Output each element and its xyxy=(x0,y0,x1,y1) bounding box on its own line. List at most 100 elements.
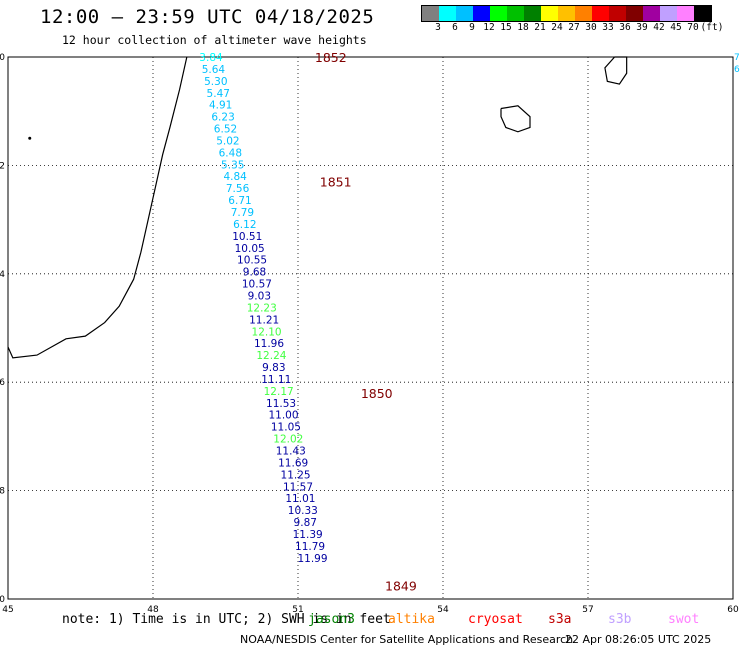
lon-tick-label: 51 xyxy=(292,605,303,615)
legend-swatch xyxy=(422,6,439,21)
legend-label: 12 xyxy=(483,22,495,33)
legend-unit: (ft) xyxy=(700,22,724,33)
wave-height-value: 6.52 xyxy=(214,124,237,136)
wave-height-value: 11.69 xyxy=(278,457,308,469)
legend-label: 39 xyxy=(636,22,648,33)
legend-label: 6 xyxy=(452,22,458,33)
wave-height-value: 11.39 xyxy=(293,529,323,541)
legend-swatch xyxy=(575,6,592,21)
legend-label: 70 xyxy=(687,22,699,33)
satellite-name: altika xyxy=(388,612,435,627)
wave-height-value: 6.48 xyxy=(219,147,242,159)
wave-height-value: 12.10 xyxy=(252,326,282,338)
legend-swatch xyxy=(592,6,609,21)
wave-height-value: 5.47 xyxy=(207,88,230,100)
legend-swatch xyxy=(558,6,575,21)
wave-height-value: 10.33 xyxy=(288,505,318,517)
wave-height-value: 11.01 xyxy=(285,493,315,505)
lon-tick-label: 45 xyxy=(2,605,13,615)
wave-height-value: 12.17 xyxy=(264,386,294,398)
wave-height-value: 6.23 xyxy=(211,112,234,124)
wave-height-value: 11.25 xyxy=(281,469,311,481)
legend-label: 21 xyxy=(534,22,546,33)
legend-label: 18 xyxy=(517,22,529,33)
madagascar-coastline xyxy=(7,56,188,359)
wave-height-value: 3.84 xyxy=(199,52,223,64)
wave-height-value: 4.84 xyxy=(223,171,247,183)
legend-label: 27 xyxy=(568,22,580,33)
lat-tick-label: -20 xyxy=(0,53,5,63)
lat-tick-label: -22 xyxy=(0,161,5,171)
wave-height-value: 7.79 xyxy=(231,207,254,219)
wave-height-value: 5.30 xyxy=(204,76,227,88)
legend-label: 24 xyxy=(551,22,563,33)
wave-height-value: 9.03 xyxy=(248,290,271,302)
mauritius-island xyxy=(604,56,628,85)
legend-label: 3 xyxy=(435,22,441,33)
lon-tick-label: 57 xyxy=(582,605,593,615)
legend-label: 9 xyxy=(469,22,475,33)
legend-swatch xyxy=(439,6,456,21)
wave-height-value: 10.55 xyxy=(237,255,267,267)
footer-note: note: 1) Time is in UTC; 2) SWH is in fe… xyxy=(62,612,391,627)
legend-swatch xyxy=(609,6,626,21)
wave-height-value: 11.57 xyxy=(283,481,313,493)
orbit-number-label: 1849 xyxy=(385,578,417,593)
satellite-name: s3a xyxy=(548,612,572,627)
wave-height-value: 11.11 xyxy=(261,374,291,386)
wave-height-value: 10.51 xyxy=(232,231,262,243)
legend-label: 15 xyxy=(500,22,512,33)
legend-swatch xyxy=(626,6,643,21)
wave-height-value: 11.21 xyxy=(249,314,279,326)
wave-height-value: 6.71 xyxy=(228,195,251,207)
wave-height-value: 11.79 xyxy=(295,541,325,553)
map-title: 12:00 – 23:59 UTC 04/18/2025 xyxy=(40,6,375,28)
legend-swatch xyxy=(473,6,490,21)
legend-swatch xyxy=(694,6,711,21)
legend-swatch xyxy=(660,6,677,21)
wave-height-value: 5.35 xyxy=(221,159,244,171)
wave-height-value: 11.43 xyxy=(276,445,306,457)
wave-height-value: 11.96 xyxy=(254,338,284,350)
legend-swatch xyxy=(456,6,473,21)
legend-swatch xyxy=(507,6,524,21)
wave-height-value: 11.05 xyxy=(271,422,301,434)
satellite-name: jason3 xyxy=(308,612,355,627)
lat-tick-label: -30 xyxy=(0,595,5,605)
legend-swatch xyxy=(541,6,558,21)
lat-tick-label: -28 xyxy=(0,487,5,497)
color-legend-bar xyxy=(421,5,712,22)
wave-height-value: 9.83 xyxy=(262,362,285,374)
wave-height-value: 5.64 xyxy=(202,64,226,76)
legend-swatch xyxy=(490,6,507,21)
legend-label: 36 xyxy=(619,22,631,33)
lat-tick-label: -26 xyxy=(0,378,5,388)
wave-height-value: 10.05 xyxy=(235,243,265,255)
satellite-name: s3b xyxy=(608,612,632,627)
wave-height-value: 12.02 xyxy=(273,434,303,446)
lon-tick-label: 54 xyxy=(437,605,449,615)
orbit-number-label: 1851 xyxy=(320,175,352,190)
map-subtitle: 12 hour collection of altimeter wave hei… xyxy=(62,33,367,47)
satellite-name: swot xyxy=(668,612,700,627)
legend-label: 33 xyxy=(602,22,614,33)
wave-height-value: 12.23 xyxy=(247,302,277,314)
wave-height-value: 9.68 xyxy=(243,267,266,279)
wave-height-value: 9.87 xyxy=(294,517,317,529)
wave-height-value: 11.99 xyxy=(297,553,327,565)
wave-height-value: 4.91 xyxy=(209,100,232,112)
wave-height-value: 12.24 xyxy=(256,350,286,362)
lon-tick-label: 60 xyxy=(727,605,739,615)
legend-label: 42 xyxy=(653,22,665,33)
satellite-name: cryosat xyxy=(468,612,523,627)
wave-height-value: 10.57 xyxy=(242,279,272,291)
reunion-island xyxy=(500,105,531,133)
wave-height-value: 11.00 xyxy=(268,410,298,422)
orbit-number-label: 1850 xyxy=(361,386,393,401)
small-islet xyxy=(28,136,32,140)
map-frame xyxy=(7,56,734,600)
wave-height-value: 11.53 xyxy=(266,398,296,410)
lon-tick-label: 48 xyxy=(147,605,159,615)
wave-height-value: 7.56 xyxy=(226,183,250,195)
